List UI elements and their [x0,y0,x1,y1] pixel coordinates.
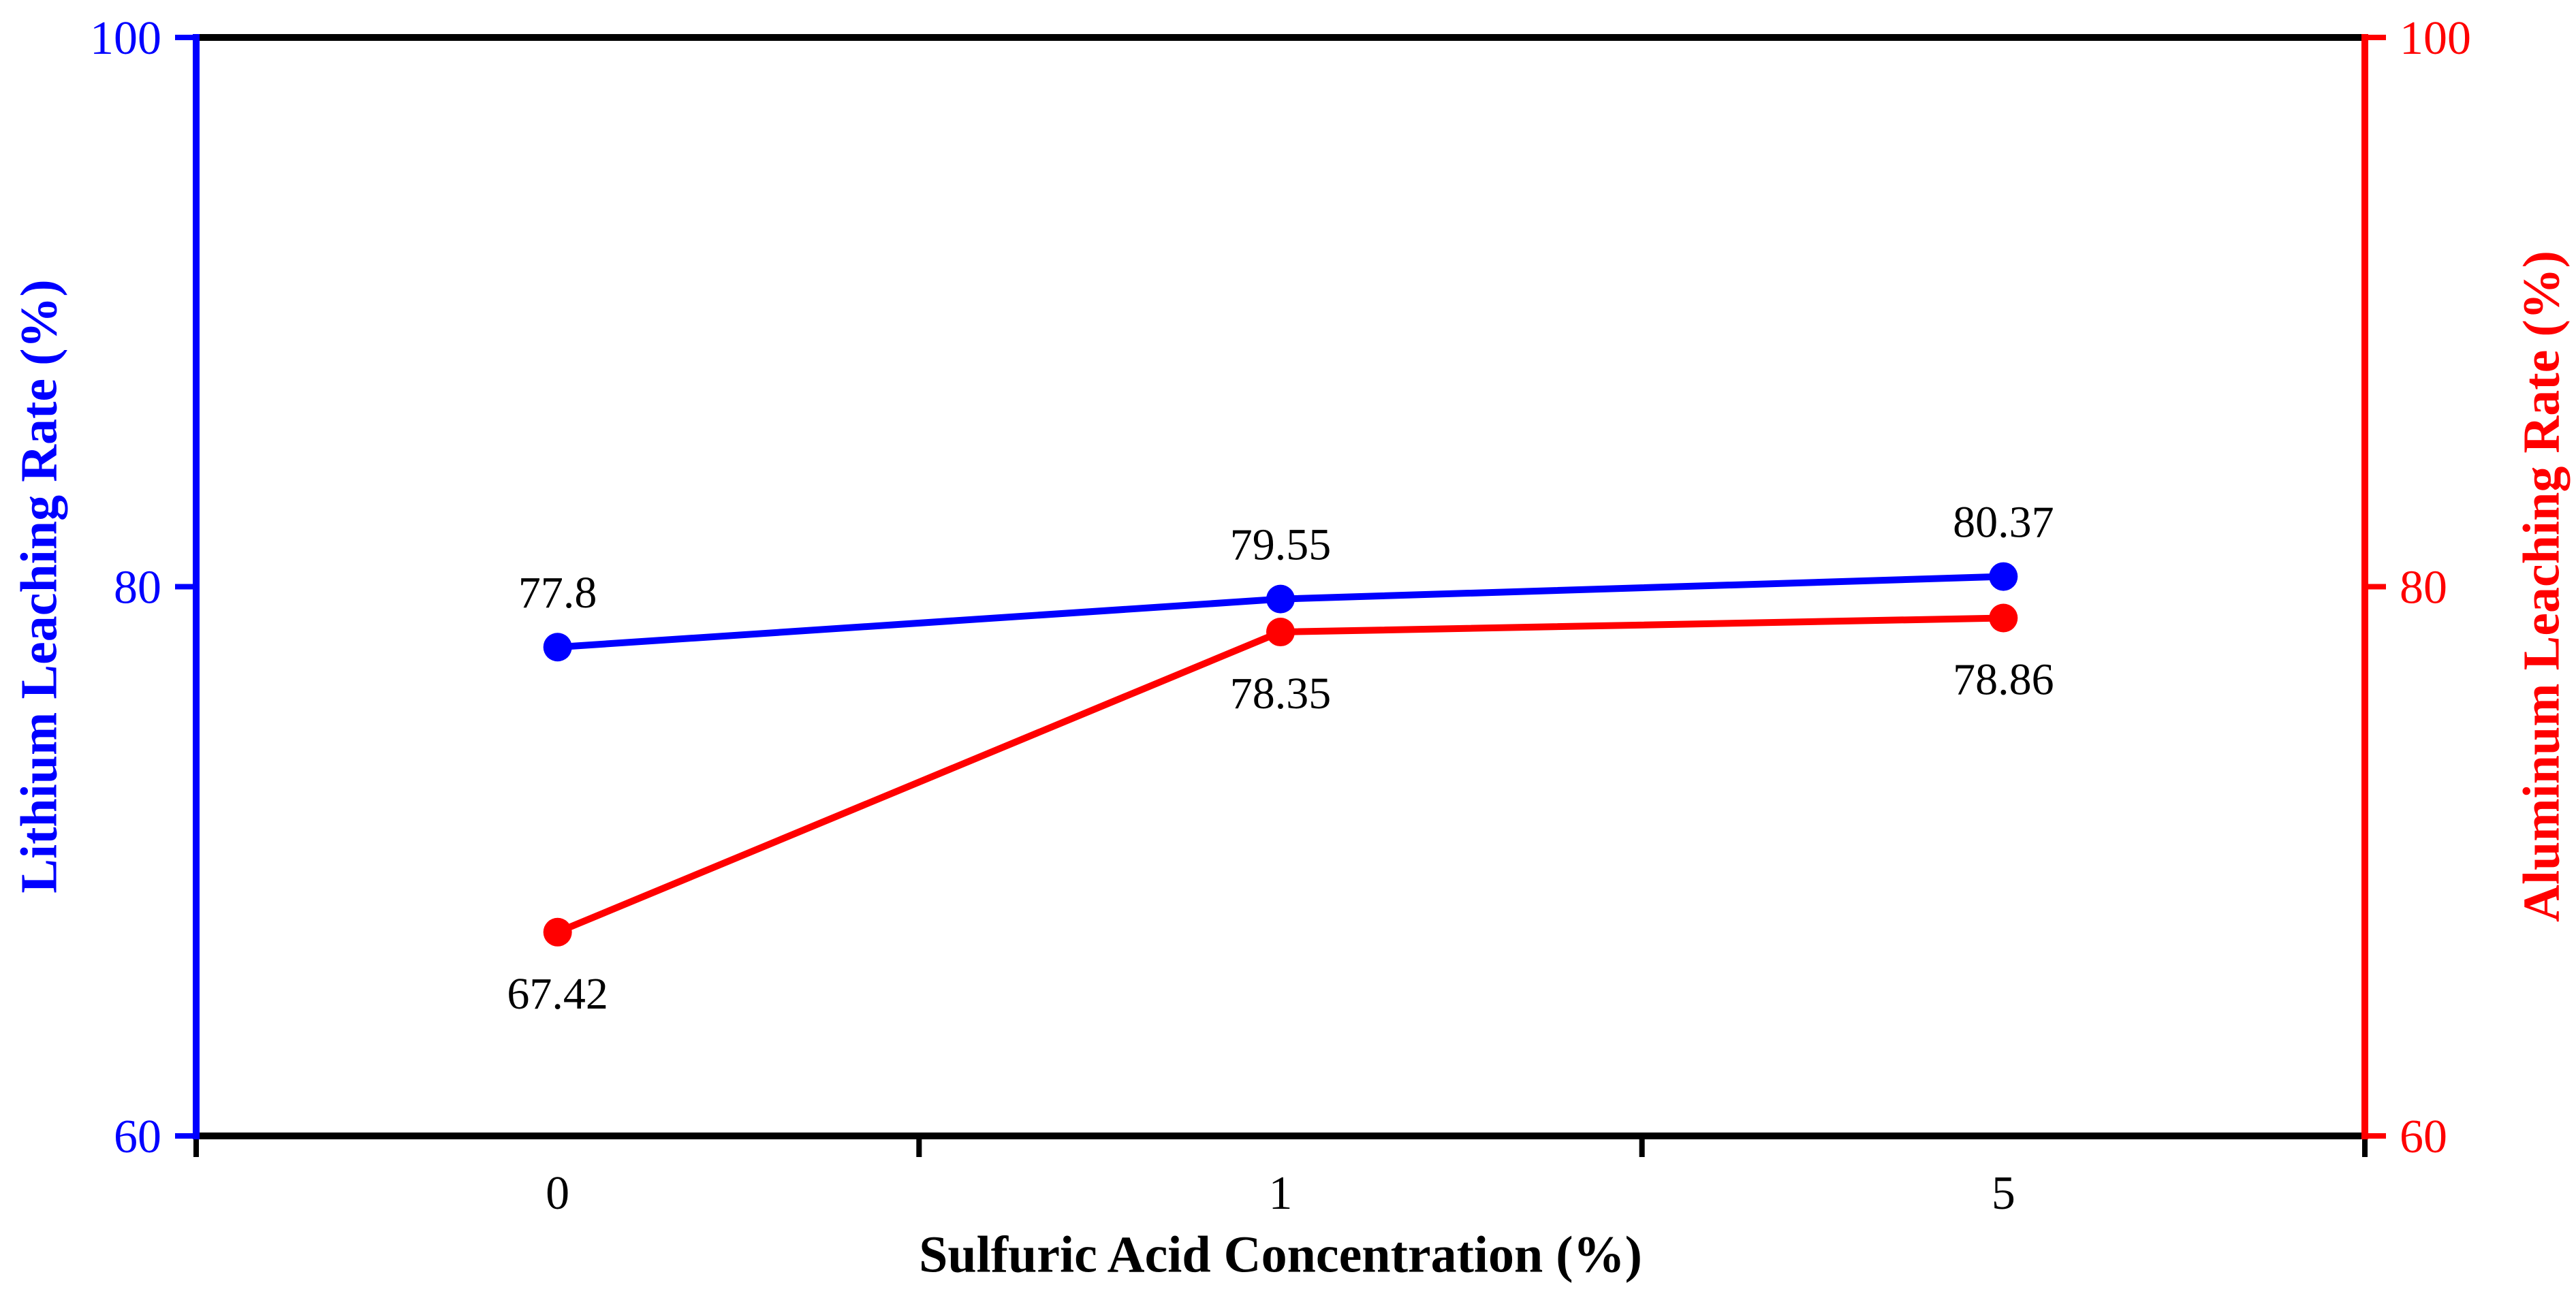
data-point-marker [1266,618,1295,647]
data-point-marker [1989,603,2018,633]
x-axis-tick-label: 1 [1269,1167,1293,1220]
data-point-label: 78.86 [1953,654,2054,704]
data-point-label: 79.55 [1230,520,1332,570]
right-axis-title: Aluminum Leaching Rate (%) [2513,251,2571,922]
x-axis-tick-label: 5 [1992,1167,2015,1220]
data-point-label: 78.35 [1230,669,1332,718]
left-axis-tick-label: 60 [114,1111,161,1163]
series-line [556,614,2004,936]
right-axis-tick-label: 80 [2400,562,2447,614]
data-point-marker [1266,584,1295,614]
data-point-marker [543,633,572,662]
left-axis-tick-label: 80 [114,562,161,614]
right-axis-tick-label: 100 [2400,12,2471,65]
x-axis-title: Sulfuric Acid Concentration (%) [919,1226,1642,1284]
data-point-label: 80.37 [1953,498,2054,548]
left-axis-title: Lithium Leaching Rate (%) [10,279,68,893]
x-axis-tick-label: 0 [546,1167,569,1220]
data-point-marker [543,917,572,947]
data-point-marker [1989,562,2018,591]
data-point-label: 67.42 [507,969,608,1019]
data-point-label: 77.8 [518,568,597,618]
left-axis-tick-label: 100 [90,12,161,65]
right-axis-tick-label: 60 [2400,1111,2447,1163]
